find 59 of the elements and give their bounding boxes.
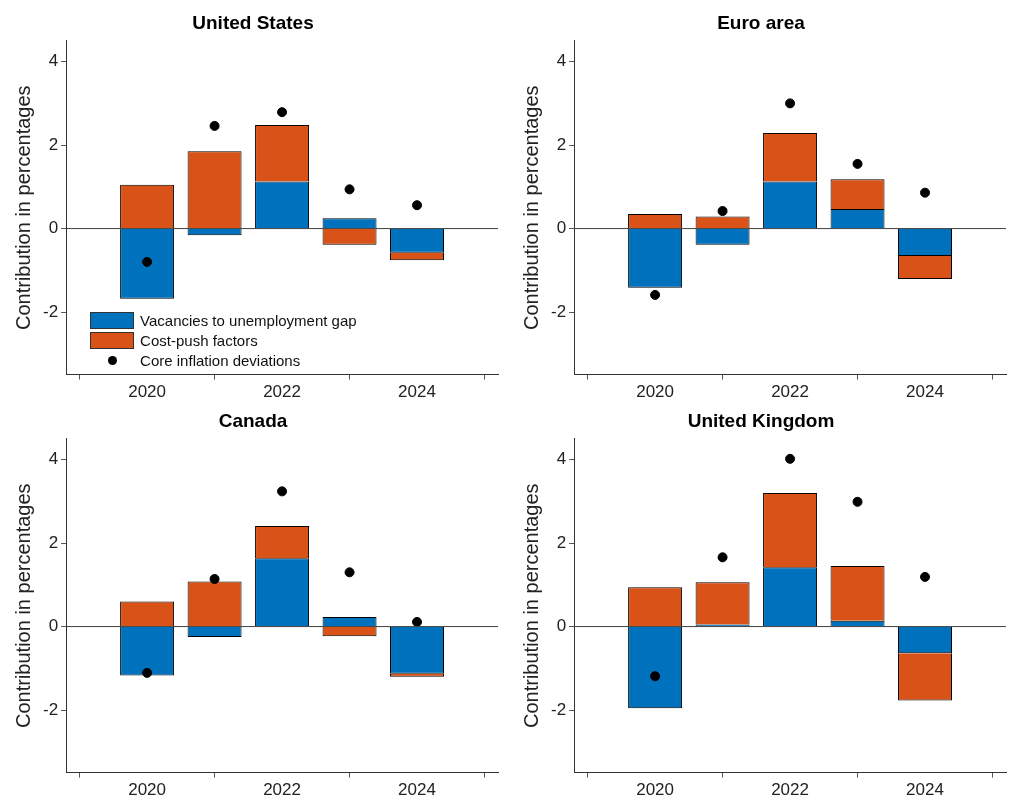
x-tick-label: 2022 [263, 780, 301, 800]
x-tick-label: 2020 [128, 382, 167, 402]
point [209, 574, 220, 584]
x-tick-label: 2020 [636, 780, 675, 800]
point [344, 567, 355, 578]
point [412, 200, 423, 211]
y-tick-label: 0 [48, 616, 59, 636]
point [920, 571, 931, 582]
x-tick-label: 2024 [398, 382, 436, 402]
legend-label: Cost-push factors [140, 330, 258, 351]
y-tick-label: -2 [550, 301, 567, 321]
point [277, 486, 288, 497]
y-tick-label: 4 [48, 51, 59, 71]
y-axis-title: Contribution in percentages [11, 85, 34, 330]
point [852, 496, 863, 507]
x-tick-label: 2022 [263, 382, 301, 402]
y-tick-label: 4 [556, 449, 567, 469]
y-tick-label: 0 [556, 616, 567, 636]
y-tick-label: 4 [48, 449, 59, 469]
chart-title: Canada [218, 409, 288, 431]
point [277, 107, 288, 118]
point [650, 289, 661, 300]
point [209, 120, 220, 131]
point [650, 671, 661, 682]
y-axis-title: Contribution in percentages [11, 483, 34, 728]
y-tick-label: -2 [42, 699, 59, 719]
y-tick-label: 2 [556, 134, 567, 154]
x-tick-label: 2024 [398, 780, 436, 800]
legend-label: Vacancies to unemployment gap [140, 310, 357, 331]
y-tick-label: 4 [556, 51, 567, 71]
point [717, 206, 728, 217]
y-tick-label: 0 [48, 218, 59, 238]
y-tick-label: 2 [556, 532, 567, 552]
legend-label: Core inflation deviations [140, 350, 301, 371]
x-tick-label: 2024 [906, 382, 944, 402]
point [344, 184, 355, 195]
point [785, 98, 796, 109]
x-tick-label: 2022 [771, 382, 809, 402]
point [852, 158, 863, 169]
point [412, 616, 423, 627]
point [142, 667, 153, 678]
y-axis-title: Contribution in percentages [519, 483, 542, 728]
y-axis-title: Contribution in percentages [519, 85, 542, 330]
x-tick-label: 2024 [906, 780, 944, 800]
y-tick-label: 0 [556, 218, 567, 238]
y-tick-label: 2 [48, 134, 59, 154]
point [920, 187, 931, 198]
y-tick-label: 2 [48, 532, 59, 552]
chart-title: Euro area [717, 11, 806, 33]
x-tick-label: 2020 [128, 780, 167, 800]
point [785, 453, 796, 464]
chart-title: United States [192, 11, 314, 33]
point [717, 552, 728, 563]
point [142, 256, 153, 267]
y-tick-label: -2 [42, 301, 59, 321]
chart-title: United Kingdom [687, 409, 835, 431]
x-tick-label: 2020 [636, 382, 675, 402]
y-tick-label: -2 [550, 699, 567, 719]
x-tick-label: 2022 [771, 780, 809, 800]
